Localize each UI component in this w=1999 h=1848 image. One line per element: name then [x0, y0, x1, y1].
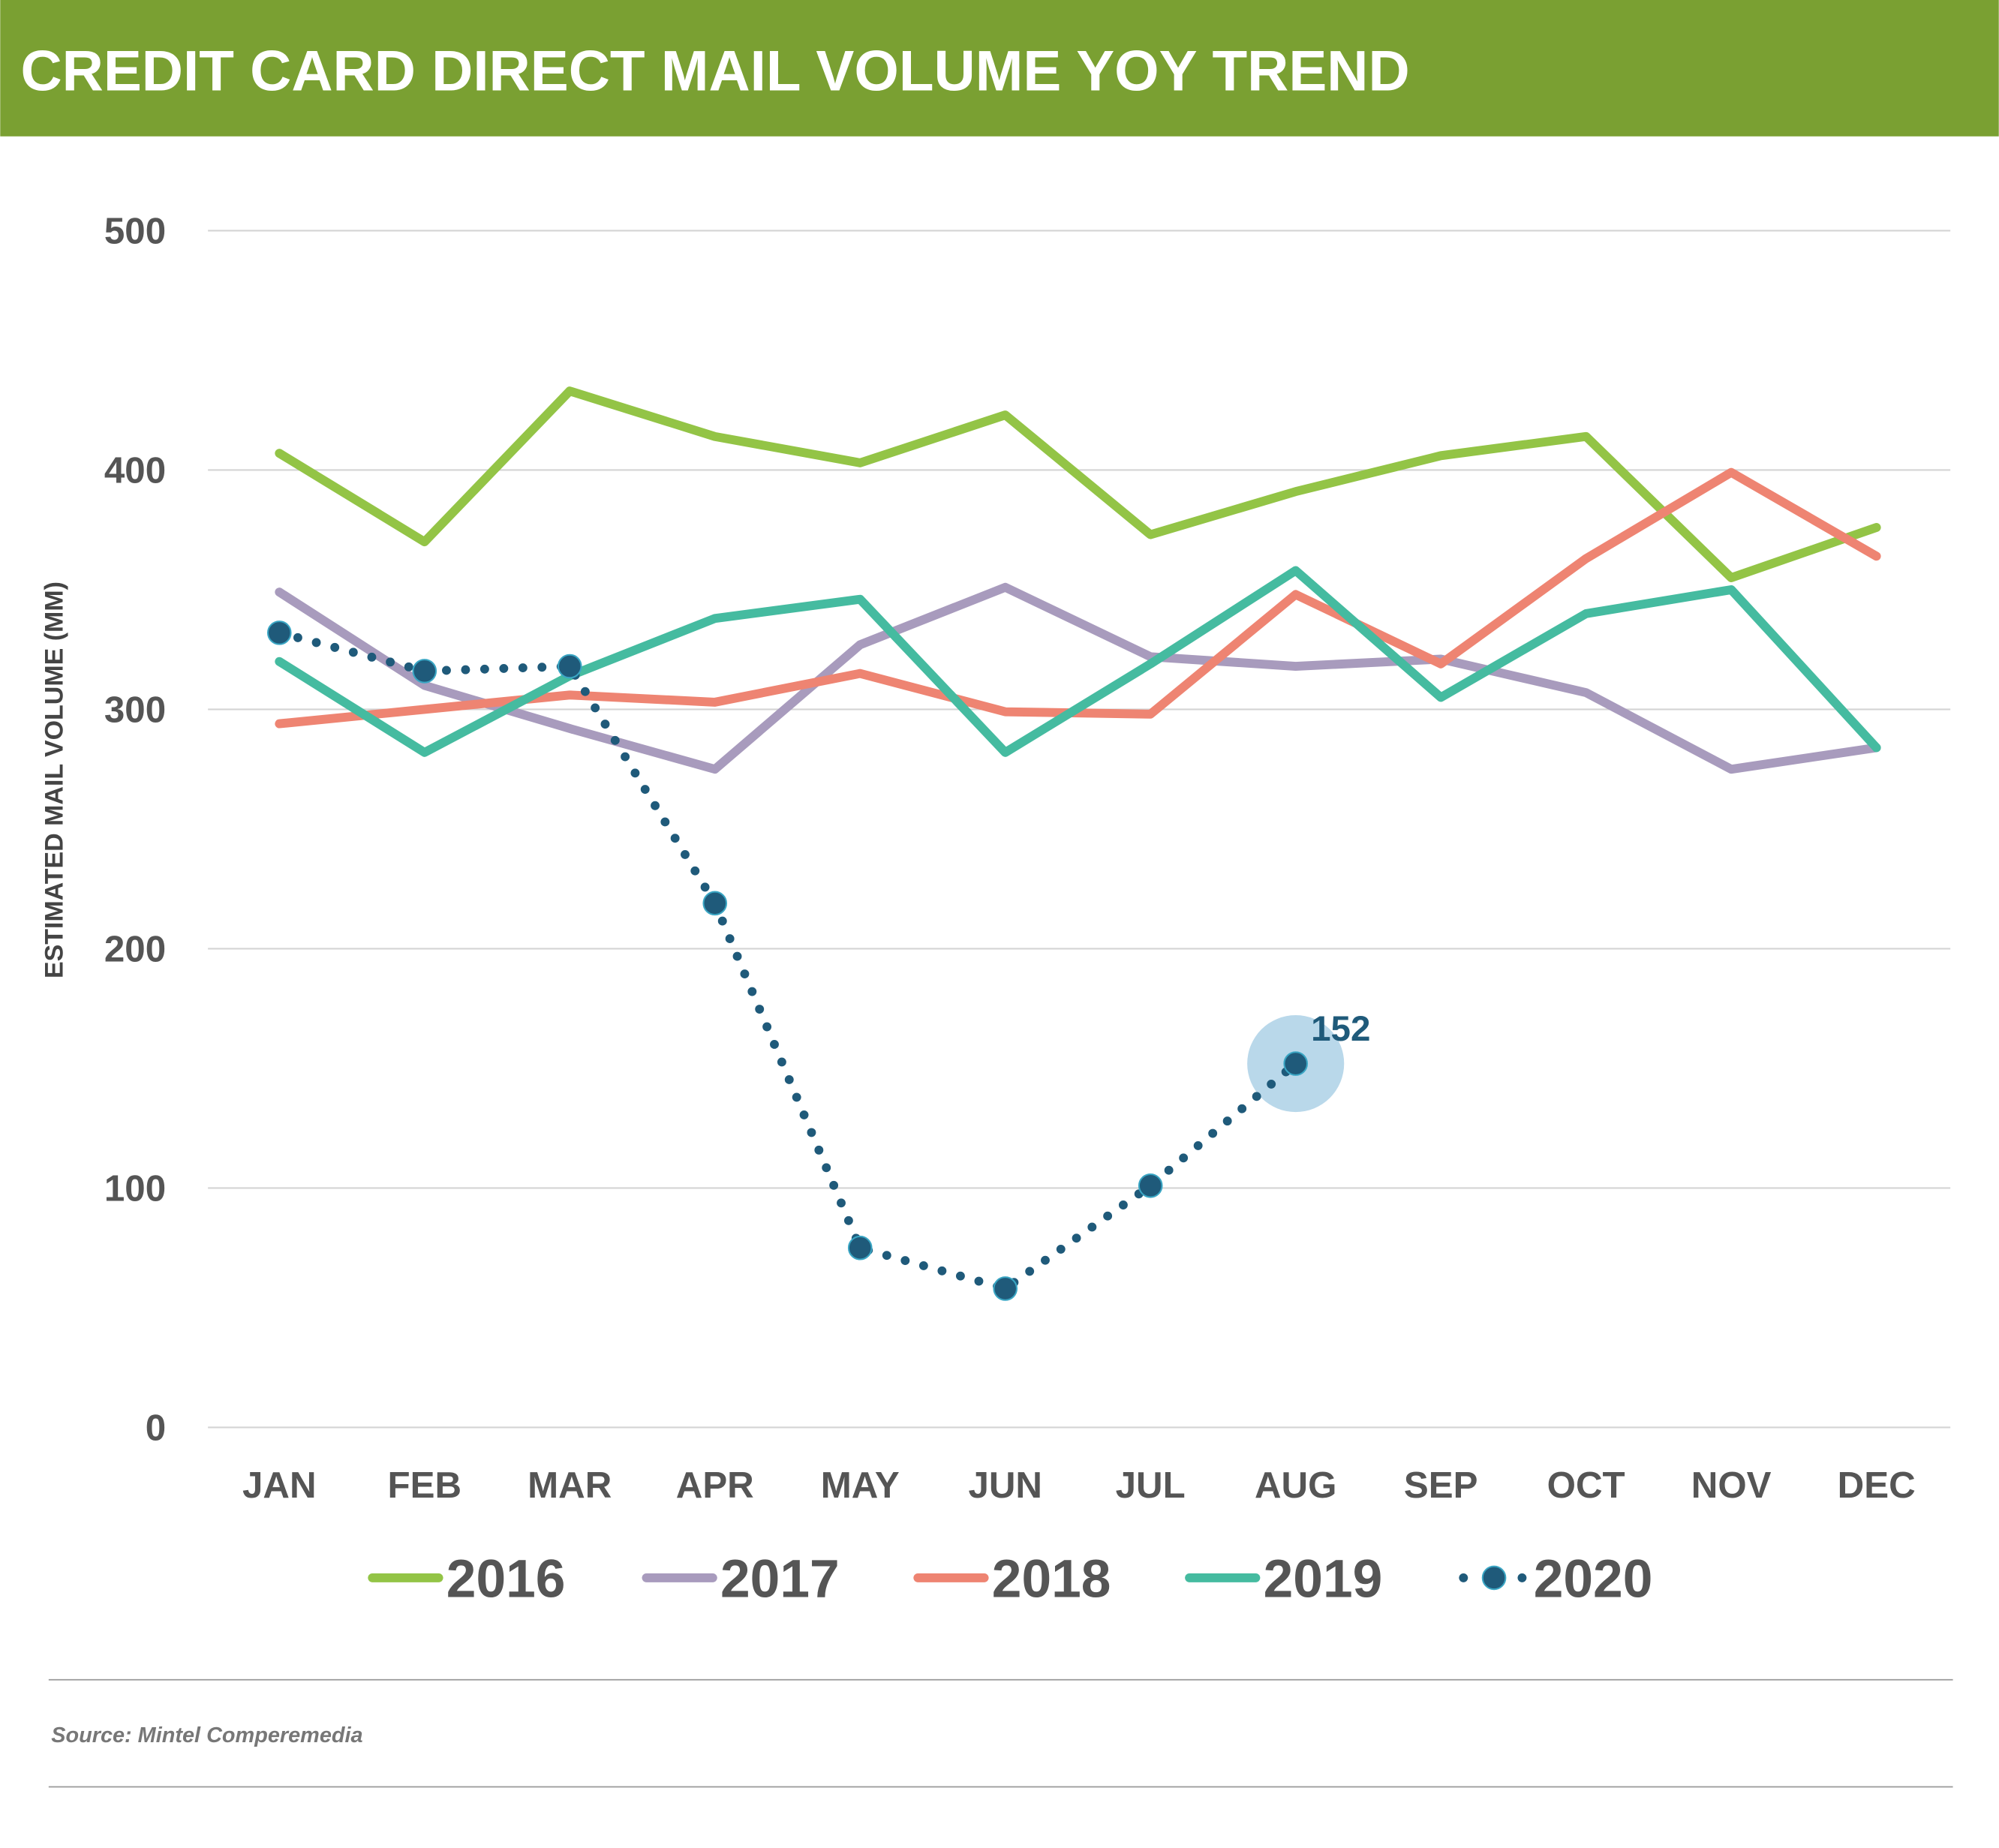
legend-label: 2019 — [1264, 1549, 1383, 1609]
data-point[interactable] — [702, 891, 728, 916]
x-tick-label: JUN — [968, 1465, 1042, 1506]
legend-item-2017[interactable]: 2017 — [642, 1549, 840, 1609]
legend-label: 2018 — [992, 1549, 1111, 1609]
series-line-2019 — [275, 566, 1881, 757]
series-line-2016 — [275, 386, 1881, 582]
legend-item-2016[interactable]: 2016 — [368, 1549, 566, 1609]
legend-swatch — [1459, 1573, 1468, 1582]
legend-item-2019[interactable]: 2019 — [1185, 1549, 1383, 1609]
y-tick-label: 500 — [104, 210, 166, 251]
series-2018 — [275, 467, 1881, 729]
x-tick-label: SEP — [1404, 1465, 1478, 1506]
header-bar — [0, 0, 1999, 137]
x-tick-label: OCT — [1547, 1465, 1625, 1506]
y-tick-label: 300 — [104, 689, 166, 730]
data-point[interactable] — [266, 621, 292, 645]
data-point[interactable] — [993, 1276, 1018, 1301]
legend-item-2020[interactable]: 2020 — [1459, 1549, 1652, 1609]
legend-label: 2020 — [1534, 1549, 1653, 1609]
y-tick-label: 100 — [104, 1167, 166, 1209]
data-point[interactable] — [412, 659, 437, 684]
series-2016 — [275, 386, 1881, 582]
y-tick-label: 200 — [104, 928, 166, 969]
x-tick-label: JAN — [242, 1465, 317, 1506]
series-line-2017 — [275, 582, 1881, 774]
source-note: Source: Mintel Comperemedia — [51, 1723, 362, 1747]
series-2020: 152 — [266, 621, 1370, 1301]
x-tick-label: JUL — [1116, 1465, 1186, 1506]
legend-swatch — [1517, 1573, 1527, 1582]
data-point[interactable] — [847, 1235, 873, 1261]
data-point[interactable] — [557, 654, 582, 679]
x-tick-label: MAR — [528, 1465, 612, 1506]
x-tick-label: FEB — [388, 1465, 462, 1506]
y-tick-label: 0 — [146, 1407, 166, 1448]
x-tick-label: AUG — [1255, 1465, 1336, 1506]
legend-label: 2017 — [720, 1549, 840, 1609]
y-axis-label: ESTIMATED MAIL VOLUME (MM) — [41, 581, 69, 978]
x-tick-label: NOV — [1691, 1465, 1772, 1506]
series-line-2018 — [275, 467, 1881, 729]
series-line-2020 — [275, 628, 1300, 1294]
series-2019 — [275, 566, 1881, 757]
legend-item-2018[interactable]: 2018 — [913, 1549, 1111, 1609]
x-tick-label: MAY — [821, 1465, 900, 1506]
data-point[interactable] — [1283, 1051, 1309, 1076]
legend-swatch — [1481, 1565, 1507, 1591]
chart-title: CREDIT CARD DIRECT MAIL VOLUME YOY TREND — [20, 40, 1409, 104]
series-2017 — [275, 582, 1881, 774]
data-label: 152 — [1311, 1009, 1370, 1049]
x-tick-label: APR — [676, 1465, 754, 1506]
x-tick-label: DEC — [1838, 1465, 1916, 1506]
data-point[interactable] — [1138, 1173, 1163, 1198]
y-tick-label: 400 — [104, 449, 166, 491]
legend-label: 2016 — [446, 1549, 566, 1609]
